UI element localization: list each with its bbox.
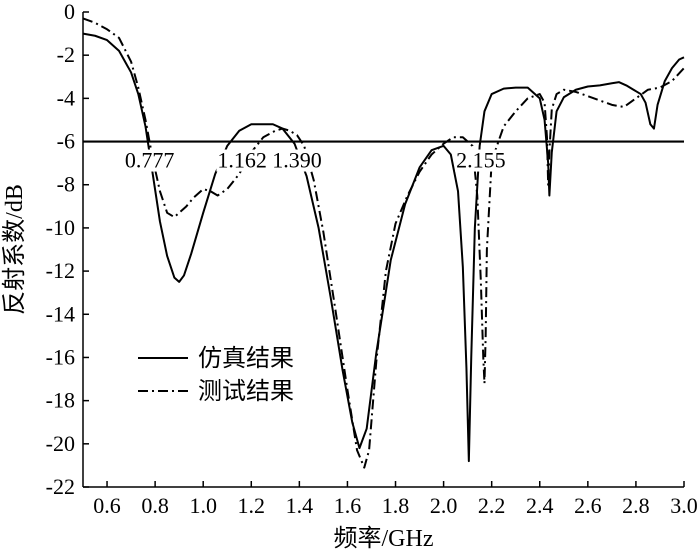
x-tick-label: 2.0 [430, 493, 458, 518]
annotation-background [271, 149, 323, 172]
y-tick-label: -6 [57, 129, 75, 154]
x-tick-label: 1.0 [189, 493, 217, 518]
y-axis-title: 反射系数/dB [1, 184, 28, 315]
y-tick-label: -20 [46, 431, 75, 456]
y-tick-label: -8 [57, 172, 75, 197]
series-line-measurement [82, 17, 685, 469]
x-axis-title: 频率/GHz [334, 525, 434, 552]
frequency-annotation: 0.777 [123, 148, 176, 173]
y-tick-label: -14 [46, 301, 75, 326]
x-tick-label: 0.8 [141, 493, 169, 518]
legend-label-measurement: 测试结果 [198, 378, 294, 405]
series-line-simulation [82, 32, 685, 463]
y-tick-label: -12 [46, 258, 75, 283]
x-tick-label: 1.4 [286, 493, 314, 518]
legend-label-simulation: 仿真结果 [198, 345, 294, 372]
y-tick-label: -22 [46, 474, 75, 499]
annotation-background [216, 149, 268, 172]
x-tick-label: 3.0 [670, 493, 698, 518]
annotation-label: 0.777 [125, 148, 175, 173]
annotation-background [123, 149, 176, 172]
frequency-annotation: 2.155 [455, 148, 507, 173]
y-tick-label: -16 [46, 344, 75, 369]
annotation-background [455, 149, 507, 172]
x-tick-label: 2.8 [622, 493, 650, 518]
x-tick-label: 0.6 [93, 493, 121, 518]
y-tick-label: -4 [57, 85, 75, 110]
x-tick-label: 2.4 [526, 493, 554, 518]
frequency-annotation: 1.162 [216, 148, 268, 173]
x-tick-label: 1.8 [382, 493, 410, 518]
x-tick-label: 1.2 [238, 493, 266, 518]
annotation-label: 1.390 [272, 148, 322, 173]
legend: 仿真结果 测试结果 [138, 345, 294, 405]
y-tick-label: 0 [64, 0, 75, 24]
frequency-annotation: 1.390 [271, 148, 323, 173]
x-tick-label: 1.6 [334, 493, 362, 518]
y-tick-label: -18 [46, 388, 75, 413]
annotation-label: 1.162 [217, 148, 267, 173]
x-tick-label: 2.6 [574, 493, 602, 518]
x-tick-label: 2.2 [478, 493, 506, 518]
annotation-label: 2.155 [456, 148, 506, 173]
y-tick-label: -2 [57, 42, 75, 67]
y-tick-label: -10 [46, 215, 75, 240]
